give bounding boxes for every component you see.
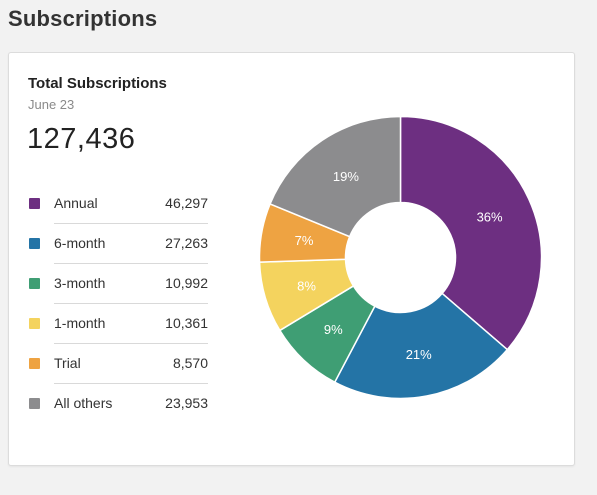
legend-value: 10,992 [165, 275, 208, 291]
donut-label-trial: 7% [295, 233, 314, 248]
donut-slice-annual [399, 116, 542, 351]
donut-slice-6-month [333, 292, 509, 399]
legend-value: 46,297 [165, 195, 208, 211]
legend-divider [54, 303, 208, 304]
legend-value: 8,570 [172, 355, 208, 371]
legend-label: 3-month [54, 275, 106, 291]
legend-row-annual: Annual 46,297 [28, 184, 208, 224]
legend-label: Trial [54, 355, 81, 371]
legend-divider [54, 343, 208, 344]
legend-label: All others [54, 395, 113, 411]
legend-swatch [29, 358, 40, 369]
donut-label-1-month: 8% [297, 278, 316, 293]
legend-row-3-month: 3-month 10,992 [28, 264, 208, 304]
legend-row-trial: Trial 8,570 [28, 344, 208, 384]
donut-slice-all-others [269, 116, 402, 238]
donut-label-annual: 36% [477, 210, 503, 225]
legend-label: Annual [54, 195, 98, 211]
legend-row-1-month: 1-month 10,361 [28, 304, 208, 344]
total-subscriptions-value: 127,436 [27, 123, 136, 155]
subscription-legend: Annual 46,297 6-month 27,263 3-month 10,… [28, 184, 208, 424]
donut-label-6-month: 21% [406, 347, 432, 362]
legend-label: 6-month [54, 235, 106, 251]
donut-label-all-others: 19% [333, 169, 359, 184]
legend-divider [54, 263, 208, 264]
card-date: June 23 [28, 97, 75, 112]
page-title: Subscriptions [8, 6, 158, 31]
total-subscriptions-card: Total Subscriptions June 23 127,436 Annu… [8, 52, 575, 466]
legend-swatch [29, 238, 40, 249]
legend-swatch [29, 318, 40, 329]
card-title: Total Subscriptions [28, 75, 167, 92]
legend-value: 10,361 [165, 315, 208, 331]
legend-value: 23,953 [165, 395, 208, 411]
legend-swatch [29, 278, 40, 289]
legend-row-all-others: All others 23,953 [28, 384, 208, 424]
legend-label: 1-month [54, 315, 106, 331]
subscriptions-donut-chart: 36% 21% 9% 8% 7% 19% [259, 116, 542, 399]
legend-divider [54, 223, 208, 224]
legend-swatch [29, 198, 40, 209]
donut-label-3-month: 9% [324, 322, 343, 337]
legend-value: 27,263 [165, 235, 208, 251]
legend-swatch [29, 398, 40, 409]
legend-row-6-month: 6-month 27,263 [28, 224, 208, 264]
legend-divider [54, 383, 208, 384]
